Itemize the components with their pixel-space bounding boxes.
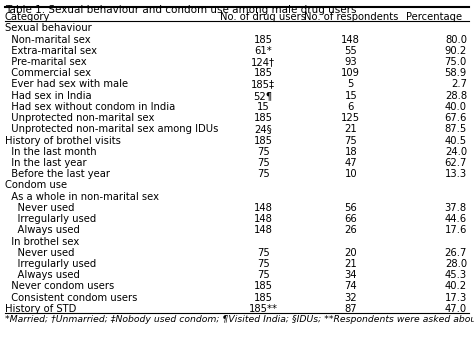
Text: 34: 34: [345, 270, 357, 280]
Text: 44.6: 44.6: [445, 214, 467, 224]
Text: 75: 75: [257, 169, 269, 179]
Text: In the last year: In the last year: [5, 158, 86, 168]
Text: 28.8: 28.8: [445, 91, 467, 101]
Text: 52¶: 52¶: [254, 91, 273, 101]
Text: 40.5: 40.5: [445, 136, 467, 146]
Text: 21: 21: [345, 124, 357, 134]
Text: 66: 66: [345, 214, 357, 224]
Text: 75: 75: [257, 158, 269, 168]
Text: Extra-marital sex: Extra-marital sex: [5, 46, 97, 56]
Text: Pre-marital sex: Pre-marital sex: [5, 57, 86, 67]
Text: 26.7: 26.7: [445, 248, 467, 258]
Text: Irregularly used: Irregularly used: [5, 259, 96, 269]
Text: 40.2: 40.2: [445, 282, 467, 291]
Text: Condom use: Condom use: [5, 181, 67, 190]
Text: Had sex in India: Had sex in India: [5, 91, 91, 101]
Text: 2.7: 2.7: [451, 80, 467, 89]
Text: In brothel sex: In brothel sex: [5, 237, 79, 246]
Text: Category: Category: [5, 12, 50, 22]
Text: Non-marital sex: Non-marital sex: [5, 35, 91, 45]
Text: 148: 148: [254, 214, 273, 224]
Text: Ever had sex with male: Ever had sex with male: [5, 80, 128, 89]
Text: 185: 185: [254, 35, 273, 45]
Text: 15: 15: [345, 91, 357, 101]
Text: 185: 185: [254, 282, 273, 291]
Text: 58.9: 58.9: [445, 68, 467, 78]
Text: Before the last year: Before the last year: [5, 169, 110, 179]
Text: 124†: 124†: [251, 57, 275, 67]
Text: Consistent condom users: Consistent condom users: [5, 293, 137, 303]
Text: 75.0: 75.0: [445, 57, 467, 67]
Text: 10: 10: [345, 169, 357, 179]
Text: No. of drug users: No. of drug users: [220, 12, 306, 22]
Text: 185: 185: [254, 113, 273, 123]
Text: 80.0: 80.0: [445, 35, 467, 45]
Text: 6: 6: [347, 102, 354, 112]
Text: 148: 148: [254, 203, 273, 213]
Text: 148: 148: [254, 225, 273, 235]
Text: Commercial sex: Commercial sex: [5, 68, 91, 78]
Text: 55: 55: [345, 46, 357, 56]
Text: Unprotected non-marital sex among IDUs: Unprotected non-marital sex among IDUs: [5, 124, 218, 134]
Text: Never used: Never used: [5, 248, 74, 258]
Text: 74: 74: [345, 282, 357, 291]
Text: Table 1. Sexual behaviour and condom use among male drug users: Table 1. Sexual behaviour and condom use…: [5, 5, 356, 15]
Text: 75: 75: [257, 270, 269, 280]
Text: No. of respondents: No. of respondents: [303, 12, 398, 22]
Text: 26: 26: [345, 225, 357, 235]
Text: 185: 185: [254, 136, 273, 146]
Text: *Married; †Unmarried; ‡Nobody used condom; ¶Visited India; §IDUs; **Respondents : *Married; †Unmarried; ‡Nobody used condo…: [5, 315, 474, 324]
Text: 28.0: 28.0: [445, 259, 467, 269]
Text: 93: 93: [345, 57, 357, 67]
Text: 61*: 61*: [254, 46, 272, 56]
Text: Never used: Never used: [5, 203, 74, 213]
Text: In the last month: In the last month: [5, 147, 96, 157]
Text: 125: 125: [341, 113, 360, 123]
Text: 185: 185: [254, 293, 273, 303]
Text: Sexual behaviour: Sexual behaviour: [5, 23, 91, 33]
Text: 15: 15: [257, 102, 269, 112]
Text: 62.7: 62.7: [445, 158, 467, 168]
Text: 87: 87: [345, 304, 357, 314]
Text: 21: 21: [345, 259, 357, 269]
Text: 185‡: 185‡: [251, 80, 275, 89]
Text: 67.6: 67.6: [445, 113, 467, 123]
Text: 47.0: 47.0: [445, 304, 467, 314]
Text: 18: 18: [345, 147, 357, 157]
Text: 24.0: 24.0: [445, 147, 467, 157]
Text: 24§: 24§: [254, 124, 272, 134]
Text: 13.3: 13.3: [445, 169, 467, 179]
Text: 32: 32: [345, 293, 357, 303]
Text: Always used: Always used: [5, 225, 80, 235]
Text: 75: 75: [257, 259, 269, 269]
Text: 45.3: 45.3: [445, 270, 467, 280]
Text: 185: 185: [254, 68, 273, 78]
Text: 5: 5: [347, 80, 354, 89]
Text: History of STD: History of STD: [5, 304, 76, 314]
Text: 148: 148: [341, 35, 360, 45]
Text: 20: 20: [345, 248, 357, 258]
Text: 17.6: 17.6: [445, 225, 467, 235]
Text: 75: 75: [345, 136, 357, 146]
Text: 75: 75: [257, 248, 269, 258]
Text: Unprotected non-marital sex: Unprotected non-marital sex: [5, 113, 154, 123]
Text: 109: 109: [341, 68, 360, 78]
Text: As a whole in non-marital sex: As a whole in non-marital sex: [5, 192, 159, 202]
Text: 56: 56: [345, 203, 357, 213]
Text: 185**: 185**: [248, 304, 278, 314]
Text: 40.0: 40.0: [445, 102, 467, 112]
Text: Never condom users: Never condom users: [5, 282, 114, 291]
Text: 47: 47: [345, 158, 357, 168]
Text: 90.2: 90.2: [445, 46, 467, 56]
Text: Irregularly used: Irregularly used: [5, 214, 96, 224]
Text: History of brothel visits: History of brothel visits: [5, 136, 120, 146]
Text: Had sex without condom in India: Had sex without condom in India: [5, 102, 175, 112]
Text: 75: 75: [257, 147, 269, 157]
Text: Always used: Always used: [5, 270, 80, 280]
Text: Percentage: Percentage: [406, 12, 462, 22]
Text: 17.3: 17.3: [445, 293, 467, 303]
Text: 87.5: 87.5: [445, 124, 467, 134]
Text: 37.8: 37.8: [445, 203, 467, 213]
